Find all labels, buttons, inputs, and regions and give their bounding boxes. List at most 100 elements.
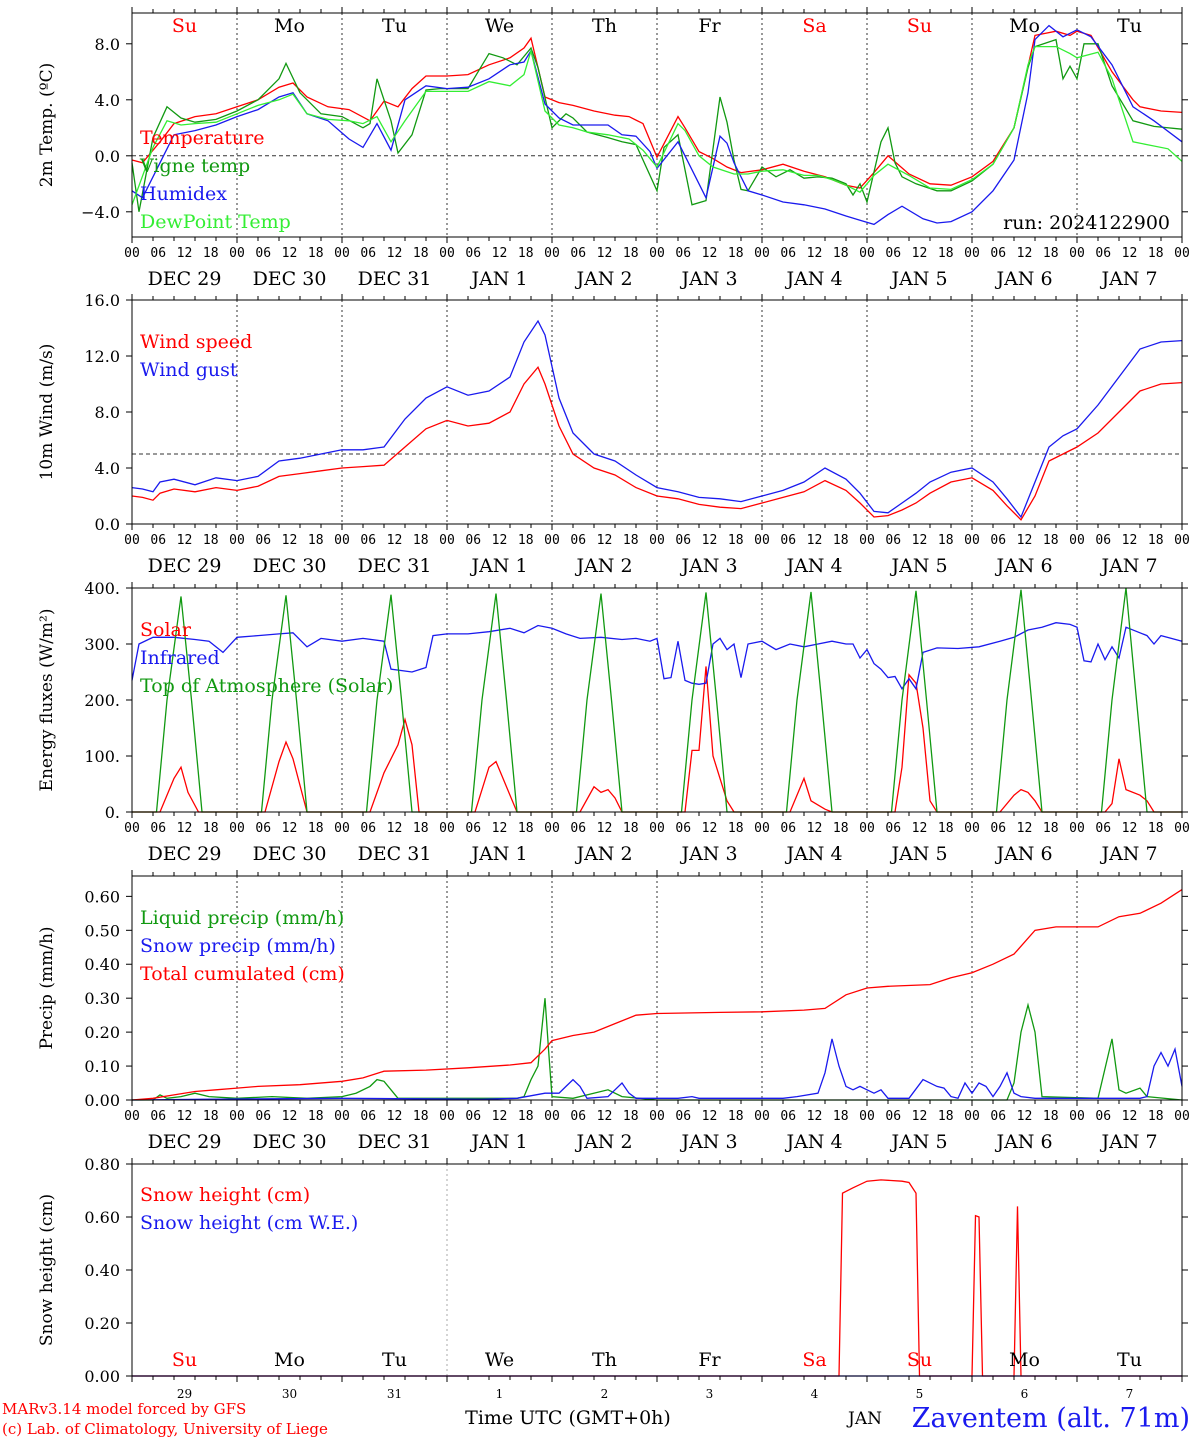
x-date-label: JAN 5 <box>889 843 947 865</box>
x-hour-label: 00 <box>229 533 245 548</box>
x-hour-label: 18 <box>1148 533 1164 548</box>
x-hour-label: 06 <box>780 533 796 548</box>
y-axis-label: Snow height (cm) <box>37 1194 57 1346</box>
y-tick-label: 0.00 <box>84 1367 120 1386</box>
y-axis-label: 10m Wind (m/s) <box>37 344 57 481</box>
run-label: run: 2024122900 <box>1003 212 1170 234</box>
x-hour-label: 06 <box>1095 821 1111 836</box>
x-hour-label: 06 <box>360 246 376 261</box>
y-tick-label: 4.0 <box>95 91 120 110</box>
series-line-snow-precip-mm-h- <box>131 1038 1183 1101</box>
x-hour-label: 18 <box>203 246 219 261</box>
day-name-label: Fr <box>698 15 721 37</box>
day-name-label: Fr <box>698 1349 721 1371</box>
x-hour-label: 18 <box>413 821 429 836</box>
x-hour-label: 12 <box>597 246 613 261</box>
x-hour-label: 18 <box>623 1109 639 1124</box>
series-line-wind-speed <box>131 365 1183 521</box>
x-date-label: JAN 2 <box>574 1131 632 1153</box>
x-hour-label: 18 <box>623 246 639 261</box>
x-hour-label: 12 <box>702 821 718 836</box>
x-hour-label: 06 <box>255 246 271 261</box>
x-hour-label: 06 <box>570 821 586 836</box>
x-hour-label: 18 <box>833 821 849 836</box>
legend-entry: Snow precip (mm/h) <box>140 935 336 957</box>
x-date-label: JAN 6 <box>994 555 1052 577</box>
x-hour-label: 12 <box>492 533 508 548</box>
x-hour-label: 00 <box>229 821 245 836</box>
x-date-label: JAN 3 <box>679 555 737 577</box>
y-tick-label: 300. <box>84 635 120 654</box>
y-tick-label: 8.0 <box>95 35 120 54</box>
legend-entry: Snow height (cm W.E.) <box>140 1212 358 1234</box>
x-hour-label: 12 <box>1122 1109 1138 1124</box>
series-line-infrared <box>131 622 1183 691</box>
x-hour-label: 18 <box>1043 1109 1059 1124</box>
legend-entry: Infrared <box>140 647 220 669</box>
x-hour-label: 18 <box>203 1109 219 1124</box>
x-hour-label: 12 <box>492 246 508 261</box>
x-hour-label: 00 <box>334 533 350 548</box>
x-hour-label: 18 <box>1148 1109 1164 1124</box>
x-hour-label: 12 <box>702 246 718 261</box>
y-tick-label: 0.60 <box>84 1208 120 1227</box>
x-day-number: 2 <box>601 1387 609 1401</box>
station-label: Zaventem (alt. 71m) <box>912 1403 1190 1434</box>
x-hour-label: 00 <box>859 821 875 836</box>
x-hour-label: 00 <box>439 821 455 836</box>
x-hour-label: 00 <box>754 246 770 261</box>
series-line-snow-height-cm- <box>132 1179 1182 1377</box>
x-hour-label: 12 <box>807 246 823 261</box>
x-hour-label: 18 <box>1148 246 1164 261</box>
x-date-label: JAN 3 <box>679 1131 737 1153</box>
x-hour-label: 00 <box>439 533 455 548</box>
y-tick-label: 0.40 <box>84 955 120 974</box>
x-hour-label: 06 <box>465 821 481 836</box>
y-tick-label: 0.20 <box>84 1314 120 1333</box>
x-hour-label: 06 <box>675 246 691 261</box>
x-hour-label: 12 <box>177 246 193 261</box>
legend-entry: Solar <box>140 619 192 641</box>
x-hour-label: 18 <box>938 821 954 836</box>
series-line-liquid-precip-mm-h- <box>132 998 1183 1101</box>
x-hour-label: 12 <box>177 821 193 836</box>
x-hour-label: 06 <box>990 821 1006 836</box>
y-tick-label: 0.80 <box>84 1155 120 1174</box>
x-hour-label: 06 <box>360 1109 376 1124</box>
x-date-label: JAN 5 <box>889 555 947 577</box>
x-hour-label: 12 <box>387 821 403 836</box>
y-tick-label: 200. <box>84 691 120 710</box>
x-hour-label: 18 <box>728 533 744 548</box>
x-date-label: JAN 7 <box>1099 268 1157 290</box>
series-line-wind-gust <box>131 319 1183 519</box>
x-month-label: JAN <box>846 1409 882 1429</box>
x-hour-label: 12 <box>912 246 928 261</box>
x-date-label: JAN 1 <box>469 1131 527 1153</box>
x-hour-label: 18 <box>938 533 954 548</box>
y-tick-label: 8.0 <box>95 403 120 422</box>
day-name-label: Th <box>592 15 617 37</box>
y-tick-label: −4.0 <box>81 203 120 222</box>
x-day-number: 6 <box>1021 1387 1029 1401</box>
legend-entry: DewPoint Temp <box>140 211 291 233</box>
x-date-label: DEC 30 <box>253 1131 327 1153</box>
x-hour-label: 06 <box>465 246 481 261</box>
panel-precip: 0.60 0.50 0.40 0.30 0.20 0.10 0.00 Precip (mm/h… <box>37 870 1190 1153</box>
legend-entry: Total cumulated (cm) <box>140 963 345 985</box>
x-hour-label: 18 <box>833 533 849 548</box>
x-hour-label: 18 <box>308 533 324 548</box>
x-hour-label: 00 <box>754 821 770 836</box>
legend-entry: Top of Atmosphere (Solar) <box>140 675 393 697</box>
x-day-number: 30 <box>282 1387 297 1401</box>
x-date-label: JAN 3 <box>679 843 737 865</box>
x-date-label: DEC 30 <box>253 268 327 290</box>
panel-wind: 16.0 12.0 8.0 4.0 0.0 10m Wind (m/s) Wind spee… <box>37 291 1190 577</box>
x-hour-label: 18 <box>308 821 324 836</box>
x-date-label: JAN 7 <box>1099 555 1157 577</box>
x-hour-label: 18 <box>623 533 639 548</box>
x-day-number: 3 <box>706 1387 714 1401</box>
x-hour-label: 06 <box>885 246 901 261</box>
x-day-number: 4 <box>811 1387 819 1401</box>
y-axis-label: Precip (mm/h) <box>37 926 57 1049</box>
